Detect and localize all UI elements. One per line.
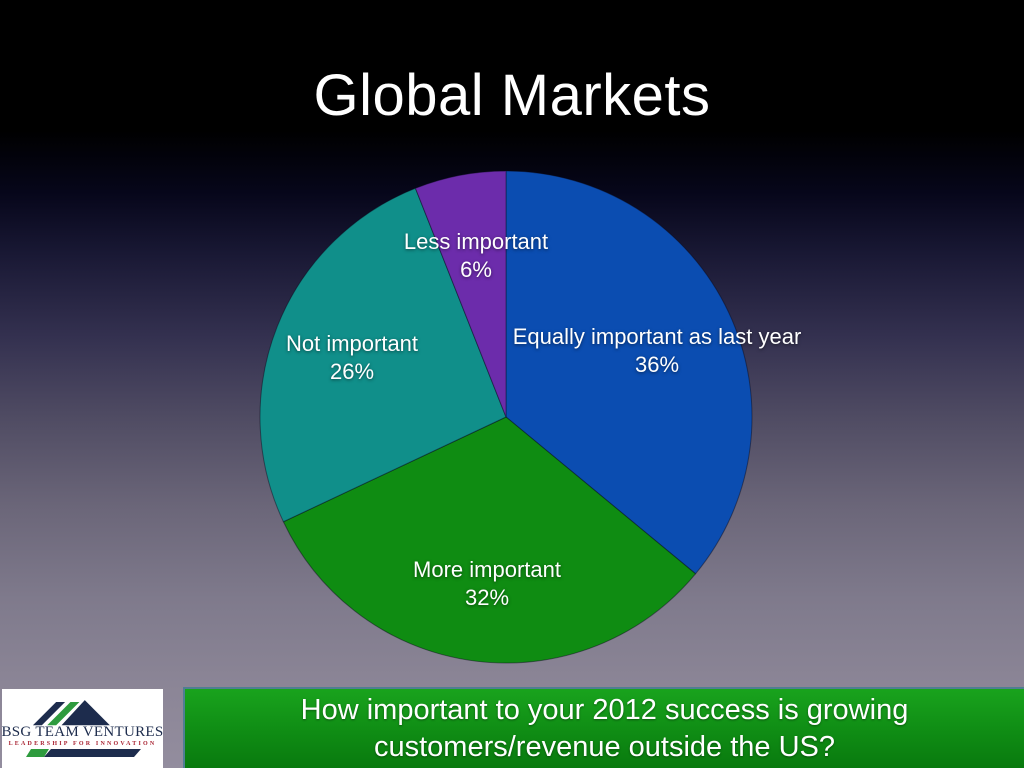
pie-slice-more-important <box>282 416 697 664</box>
logo-tagline: LEADERSHIP FOR INNOVATION <box>8 741 157 747</box>
logo-base-icon <box>25 749 141 757</box>
question-banner: How important to your 2012 success is gr… <box>183 687 1024 768</box>
logo-name: BSG TEAM VENTURES <box>1 724 164 740</box>
question-banner-line2: customers/revenue outside the US? <box>373 730 836 763</box>
pie-chart <box>259 170 753 664</box>
logo-mountain-icon <box>32 700 110 726</box>
question-banner-line1: How important to your 2012 success is gr… <box>300 693 909 726</box>
slide-title: Global Markets <box>313 63 711 128</box>
pie-slice-not-important <box>259 187 507 523</box>
company-logo: BSG TEAM VENTURES LEADERSHIP FOR INNOVAT… <box>1 689 164 768</box>
pie-slice-equally-important-as-last-year <box>505 170 753 575</box>
pie-slice-less-important <box>414 170 507 418</box>
